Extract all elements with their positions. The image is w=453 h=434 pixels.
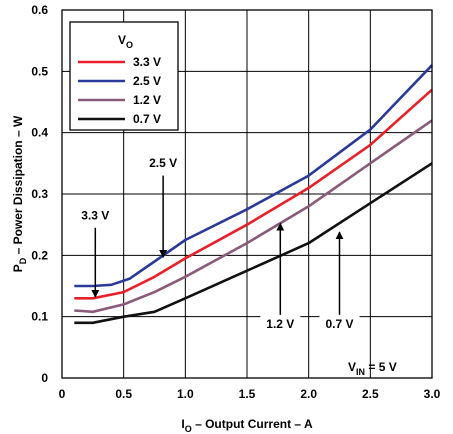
legend-label: 1.2 V xyxy=(133,93,161,107)
y-tick-label: 0.3 xyxy=(31,187,48,201)
x-tick-labels: 0 0.5 1.0 1.5 2.0 2.5 3.0 xyxy=(59,387,441,401)
annotation-label-bg xyxy=(143,154,184,171)
legend-box xyxy=(69,21,179,131)
annotation-label: 3.3 V xyxy=(81,208,109,222)
x-tick-label: 0 xyxy=(59,387,66,401)
y-tick-labels: 0 0.1 0.2 0.3 0.4 0.5 0.6 xyxy=(31,3,48,385)
annotation-label: 1.2 V xyxy=(266,317,294,331)
annotation-label-bg xyxy=(319,314,360,331)
annotations: 3.3 V 2.5 V 1.2 V 0.7 V xyxy=(75,154,360,331)
annotation-label-bg xyxy=(260,314,301,331)
plot-area-border xyxy=(61,9,433,379)
condition-label: VIN = 5 V xyxy=(348,360,397,377)
y-tick-label: 0.1 xyxy=(31,310,48,324)
legend-title: VO xyxy=(118,33,133,50)
legend: VO3.3 V 2.5 V 1.2 V 0.7 V xyxy=(69,21,179,131)
legend-label: 3.3 V xyxy=(133,55,161,69)
series-line-0-7-V xyxy=(74,162,433,325)
annotation-label: 2.5 V xyxy=(149,156,177,170)
x-axis-title: IO – Output Current – A xyxy=(181,417,313,434)
series-line-2-5-V xyxy=(74,64,433,288)
series-line-3-3-V xyxy=(74,88,433,300)
x-tick-label: 0.5 xyxy=(115,387,132,401)
y-tick-label: 0.5 xyxy=(31,64,48,78)
series-lines xyxy=(74,64,433,325)
x-tick-label: 2.5 xyxy=(362,387,379,401)
legend-label: 2.5 V xyxy=(133,74,161,88)
x-tick-label: 1.0 xyxy=(177,387,194,401)
y-tick-label: 0.4 xyxy=(31,126,48,140)
y-tick-label: 0.2 xyxy=(31,248,48,262)
annotation-label-bg xyxy=(75,206,116,223)
x-tick-label: 3.0 xyxy=(424,387,441,401)
y-tick-label: 0.6 xyxy=(31,3,48,17)
series-line-1-2-V xyxy=(74,119,433,314)
y-tick-label: 0 xyxy=(41,371,48,385)
legend-label: 0.7 V xyxy=(133,112,161,126)
x-tick-label: 2.0 xyxy=(300,387,317,401)
x-tick-label: 1.5 xyxy=(239,387,256,401)
annotation-label: 0.7 V xyxy=(325,317,353,331)
y-axis-title: PD – Power Dissipation – W xyxy=(11,115,28,272)
